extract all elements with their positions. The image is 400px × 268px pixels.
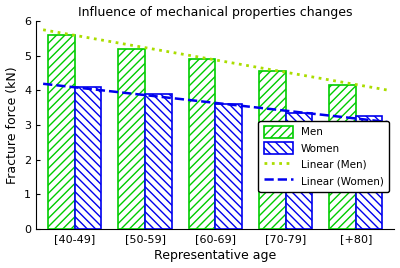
X-axis label: Representative age: Representative age [154, 250, 276, 262]
Bar [75, 87, 102, 229]
Bar [329, 85, 356, 229]
Bar [48, 35, 75, 229]
Legend: Men, Women, Linear (Men), Linear (Women): Men, Women, Linear (Men), Linear (Women) [258, 121, 389, 192]
Title: Influence of mechanical properties changes: Influence of mechanical properties chang… [78, 6, 352, 18]
Bar [215, 104, 242, 229]
Bar [286, 113, 312, 229]
Bar [188, 59, 215, 229]
Bar [118, 49, 145, 229]
Y-axis label: Fracture force (kN): Fracture force (kN) [6, 66, 18, 184]
Bar [356, 116, 382, 229]
Bar [259, 71, 286, 229]
Bar [145, 94, 172, 229]
